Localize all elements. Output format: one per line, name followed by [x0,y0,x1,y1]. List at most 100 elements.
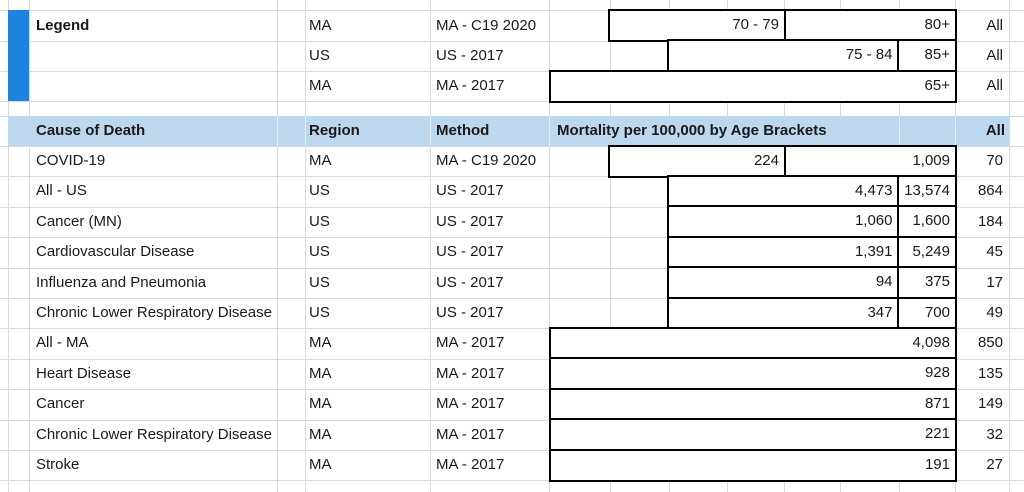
cell-all[interactable]: 32 [986,425,1003,443]
cell-method[interactable]: MA - 2017 [436,364,505,382]
cell-method[interactable]: MA - 2017 [436,425,505,443]
cell-all[interactable]: All [986,17,1003,34]
cell-method[interactable]: US - 2017 [436,212,504,230]
cell-cause[interactable]: Influenza and Pneumonia [36,273,207,291]
age-bracket-cell[interactable]: 347 [667,296,900,330]
legend-accent-bar [8,10,29,101]
age-bracket-cell[interactable]: 80+ [783,8,957,42]
cell-region[interactable]: US [309,182,330,200]
header-divider [305,115,306,146]
gridline-h [0,101,1024,102]
cell-region[interactable]: MA [309,152,332,169]
table-row: Stroke MA MA - 2017 191 27 [0,448,1024,482]
header-age-brackets[interactable]: Mortality per 100,000 by Age Brackets [557,121,827,139]
gridline-h [0,10,1024,11]
table-row: All - US US US - 2017 4,473 13,574 864 [0,174,1024,209]
cell-cause[interactable]: Cardiovascular Disease [36,243,195,261]
age-bracket-cell[interactable]: 70 - 79 [608,8,786,42]
cell-all[interactable]: 17 [986,273,1003,291]
header-all[interactable]: All [985,121,1005,139]
cell-method[interactable]: US - 2017 [436,182,504,200]
cell-region[interactable]: MA [309,364,332,382]
age-bracket-cell[interactable]: 191 [549,448,957,482]
age-bracket-cell[interactable]: 221 [549,418,957,452]
cell-cause[interactable]: All - MA [36,334,89,352]
cell-method[interactable]: MA - 2017 [436,456,505,473]
cell-all[interactable]: 850 [977,334,1003,352]
age-bracket-cell[interactable]: 871 [549,387,957,422]
cell-method[interactable]: US - 2017 [436,273,504,291]
cell-region[interactable]: MA [309,425,332,443]
age-bracket-cell[interactable]: 94 [667,266,900,300]
cell-all[interactable]: 864 [977,182,1003,200]
cell-cause[interactable]: COVID-19 [36,152,106,169]
age-bracket-cell[interactable]: 85+ [896,39,957,73]
cell-all[interactable]: 49 [986,304,1003,321]
age-bracket-cell[interactable]: 5,249 [896,235,957,270]
gridline-h [0,450,1024,451]
gridline-h [0,145,1024,147]
cell-method[interactable]: MA - 2017 [436,334,505,352]
age-bracket-cell[interactable]: 224 [608,144,786,178]
table-row: Chronic Lower Respiratory Disease MA MA … [0,418,1024,452]
gridline-v [549,0,550,492]
age-bracket-cell[interactable]: 1,009 [783,144,957,178]
cell-all[interactable]: 149 [977,395,1003,413]
cell-region[interactable]: MA [309,77,332,94]
cell-cause[interactable]: Cancer [36,395,85,413]
table-row: Influenza and Pneumonia US US - 2017 94 … [0,266,1024,300]
age-bracket-cell[interactable]: 375 [896,266,957,300]
cell-region[interactable]: MA [309,395,332,413]
cell-cause[interactable]: Chronic Lower Respiratory Disease [36,425,272,443]
cell-region[interactable]: US [309,46,330,64]
cell-cause[interactable]: All - US [36,182,87,200]
cell-region[interactable]: US [309,243,330,261]
cell-region[interactable]: MA [309,334,332,352]
cell-all[interactable]: 70 [986,152,1003,169]
cell-method[interactable]: MA - C19 2020 [436,17,537,34]
age-bracket-cell[interactable]: 13,574 [896,174,957,209]
cell-method[interactable]: US - 2017 [436,243,504,261]
table-row: Chronic Lower Respiratory Disease US US … [0,296,1024,330]
cell-method[interactable]: US - 2017 [436,46,504,64]
header-region[interactable]: Region [309,121,360,139]
gridline-h [0,40,1024,42]
cell-all[interactable]: 27 [986,456,1003,473]
cell-cause[interactable]: Stroke [36,456,80,473]
age-bracket-cell[interactable]: 700 [896,296,957,330]
age-bracket-cell[interactable]: 65+ [549,69,957,103]
header-method[interactable]: Method [436,121,490,139]
header-divider [549,115,550,146]
age-bracket-cell[interactable]: 928 [549,357,957,391]
cell-all[interactable]: All [986,77,1003,94]
age-bracket-cell[interactable]: 75 - 84 [667,39,900,73]
cell-cause[interactable]: Chronic Lower Respiratory Disease [36,304,272,321]
cell-method[interactable]: MA - C19 2020 [436,152,537,169]
cell-region[interactable]: US [309,304,330,321]
age-bracket-cell[interactable]: 1,391 [667,235,900,270]
cell-all[interactable]: 135 [977,364,1003,382]
header-divider [430,115,431,146]
cell-region[interactable]: MA [309,456,332,473]
cell-region[interactable]: US [309,212,330,230]
gridline-v [8,0,9,492]
cell-cause[interactable]: Heart Disease [36,364,132,382]
age-bracket-cell[interactable]: 4,098 [549,326,957,361]
header-divider [899,115,900,146]
gridline-h [0,389,1024,391]
cell-all[interactable]: 45 [986,243,1003,261]
cell-method[interactable]: MA - 2017 [436,77,505,94]
cell-method[interactable]: US - 2017 [436,304,504,321]
age-bracket-cell[interactable]: 1,060 [667,205,900,239]
cell-region[interactable]: MA [309,17,332,34]
age-bracket-cell[interactable]: 1,600 [896,205,957,239]
age-bracket-cell[interactable]: 4,473 [667,174,900,209]
cell-all[interactable]: 184 [977,212,1003,230]
header-cause-of-death[interactable]: Cause of Death [36,121,146,139]
cell-region[interactable]: US [309,273,330,291]
cell-method[interactable]: MA - 2017 [436,395,505,413]
legend-title[interactable]: Legend [36,17,90,34]
gridline-h [0,71,1024,72]
cell-all[interactable]: All [986,46,1003,64]
cell-cause[interactable]: Cancer (MN) [36,212,122,230]
